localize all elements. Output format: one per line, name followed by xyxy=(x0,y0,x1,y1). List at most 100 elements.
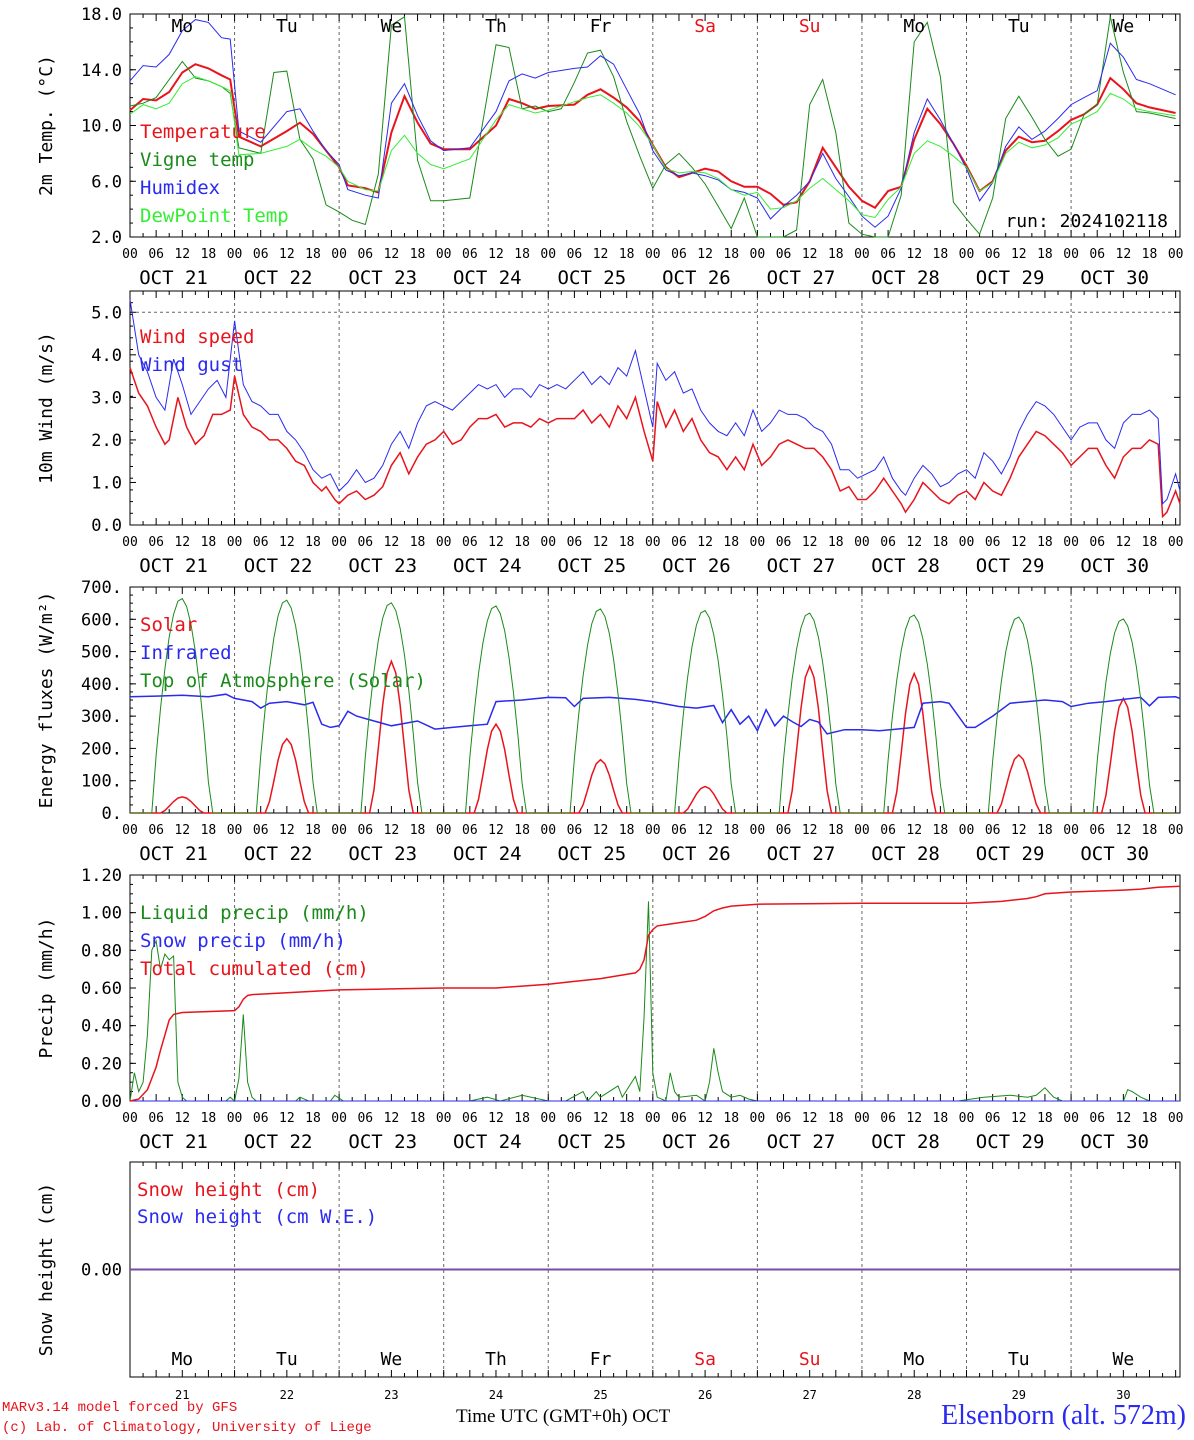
weekday-label: Su xyxy=(799,16,821,37)
hour-tick-label: 00 xyxy=(331,1111,347,1126)
hour-tick-label: 12 xyxy=(1011,1111,1027,1126)
hour-tick-label: 00 xyxy=(1168,823,1184,838)
hour-tick-label: 12 xyxy=(906,535,922,550)
hour-tick-label: 06 xyxy=(462,823,478,838)
model-credit: MARv3.14 model forced by GFS xyxy=(2,1400,238,1416)
date-label: OCT 28 xyxy=(871,267,940,289)
hour-tick-label: 18 xyxy=(619,247,635,262)
hour-tick-label: 12 xyxy=(802,247,818,262)
date-label: OCT 27 xyxy=(767,555,836,577)
hour-tick-label: 00 xyxy=(331,535,347,550)
hour-tick-label: 12 xyxy=(384,247,400,262)
y-tick-label: 0.0 xyxy=(91,516,122,536)
hour-tick-label: 00 xyxy=(645,1111,661,1126)
hour-tick-label: 00 xyxy=(227,1111,243,1126)
hour-tick-label: 12 xyxy=(279,247,295,262)
hour-tick-label: 18 xyxy=(933,823,949,838)
hour-tick-label: 00 xyxy=(436,247,452,262)
hour-tick-label: 18 xyxy=(201,247,217,262)
hour-tick-label: 12 xyxy=(697,823,713,838)
date-label: OCT 30 xyxy=(1080,1131,1149,1153)
hour-tick-label: 00 xyxy=(1063,1111,1079,1126)
hour-tick-label: 06 xyxy=(357,1111,373,1126)
hour-tick-label: 00 xyxy=(540,247,556,262)
hour-tick-label: 12 xyxy=(174,535,190,550)
weekday-label: Mo xyxy=(171,16,193,37)
hour-tick-label: 00 xyxy=(645,247,661,262)
hour-tick-label: 06 xyxy=(462,1111,478,1126)
weekday-label: Tu xyxy=(1008,1349,1030,1370)
y-axis-title: Energy fluxes (W/m²) xyxy=(36,592,57,809)
hour-tick-label: 12 xyxy=(1116,535,1132,550)
date-label: OCT 26 xyxy=(662,555,731,577)
hour-tick-label: 18 xyxy=(305,247,321,262)
x-axis-title: Time UTC (GMT+0h) xyxy=(456,1406,628,1427)
hour-tick-label: 12 xyxy=(488,535,504,550)
hour-tick-label: 12 xyxy=(174,823,190,838)
day-number-label: 24 xyxy=(489,1388,503,1402)
weekday-label: Mo xyxy=(171,1349,193,1370)
y-axis-title: 2m Temp. (°C) xyxy=(36,55,57,196)
panel-1 xyxy=(129,13,1181,238)
hour-tick-label: 12 xyxy=(1116,247,1132,262)
hour-tick-label: 06 xyxy=(776,247,792,262)
plot-frame xyxy=(129,13,1181,238)
legend-entry: DewPoint Temp xyxy=(140,205,289,227)
weekday-label: We xyxy=(1113,16,1135,37)
hour-tick-label: 18 xyxy=(619,535,635,550)
x-axis-label: Time UTC (GMT+0h) OCT xyxy=(456,1406,670,1428)
weekday-label: Mo xyxy=(903,1349,925,1370)
lab-credit: (c) Lab. of Climatology, University of L… xyxy=(2,1420,372,1436)
hour-tick-label: 12 xyxy=(174,1111,190,1126)
y-tick-label: 0. xyxy=(102,804,122,824)
hour-tick-label: 00 xyxy=(959,247,975,262)
hour-tick-label: 12 xyxy=(802,1111,818,1126)
hour-tick-label: 12 xyxy=(279,823,295,838)
day-number-label: 21 xyxy=(175,1388,189,1402)
hour-tick-label: 06 xyxy=(567,1111,583,1126)
date-label: OCT 26 xyxy=(662,843,731,865)
y-tick-label: 0.20 xyxy=(81,1054,122,1074)
hour-tick-label: 00 xyxy=(959,535,975,550)
date-label: OCT 25 xyxy=(558,1131,627,1153)
hour-tick-label: 00 xyxy=(959,823,975,838)
hour-tick-label: 00 xyxy=(750,1111,766,1126)
hour-tick-label: 18 xyxy=(828,823,844,838)
hour-tick-label: 06 xyxy=(148,247,164,262)
hour-tick-label: 12 xyxy=(906,1111,922,1126)
weekday-label: We xyxy=(1113,1349,1135,1370)
date-label: OCT 22 xyxy=(244,555,313,577)
hour-tick-label: 12 xyxy=(384,1111,400,1126)
hour-tick-label: 12 xyxy=(802,535,818,550)
legend-entry: Humidex xyxy=(140,177,220,199)
hour-tick-label: 00 xyxy=(645,535,661,550)
date-label: OCT 25 xyxy=(558,843,627,865)
series-line-wind-gust xyxy=(129,299,1181,505)
date-label: OCT 27 xyxy=(767,1131,836,1153)
series-line-top-of-atmosphere-solar- xyxy=(130,597,1176,814)
y-tick-label: 300. xyxy=(81,707,122,727)
legend-entry: Snow precip (mm/h) xyxy=(140,930,346,952)
legend-entry: Snow height (cm) xyxy=(137,1179,320,1201)
date-label: OCT 21 xyxy=(139,1131,208,1153)
y-tick-label: 18.0 xyxy=(81,5,122,25)
hour-tick-label: 12 xyxy=(906,247,922,262)
hour-tick-label: 18 xyxy=(723,823,739,838)
hour-tick-label: 12 xyxy=(593,823,609,838)
date-label: OCT 29 xyxy=(976,267,1045,289)
panel-4 xyxy=(129,874,1181,1102)
panel-3 xyxy=(129,586,1181,814)
hour-tick-label: 18 xyxy=(514,535,530,550)
date-label: OCT 22 xyxy=(244,1131,313,1153)
y-tick-label: 400. xyxy=(81,675,122,695)
hour-tick-label: 00 xyxy=(959,1111,975,1126)
hour-tick-label: 18 xyxy=(723,535,739,550)
date-label: OCT 21 xyxy=(139,555,208,577)
hour-tick-label: 18 xyxy=(410,1111,426,1126)
y-tick-label: 6.0 xyxy=(91,172,122,192)
hour-tick-label: 06 xyxy=(880,823,896,838)
hour-tick-label: 18 xyxy=(305,823,321,838)
hour-tick-label: 00 xyxy=(227,535,243,550)
hour-tick-label: 18 xyxy=(514,823,530,838)
